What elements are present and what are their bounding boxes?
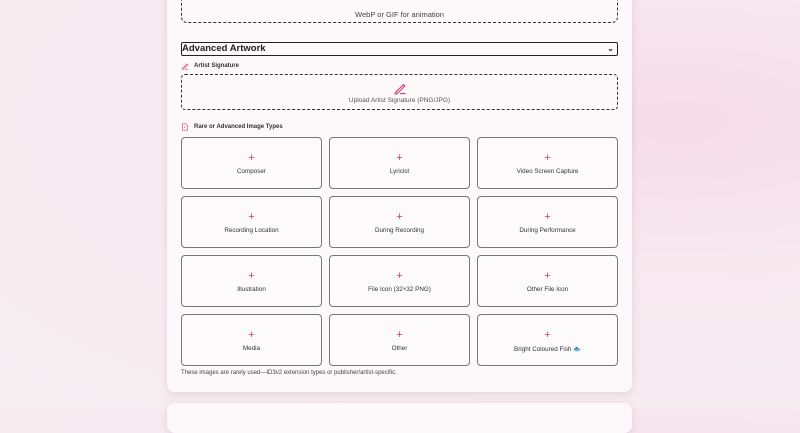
tile-label: Lyricist — [389, 168, 410, 175]
image-type-tile[interactable]: + Other — [329, 314, 470, 366]
tile-label: Composer — [236, 168, 267, 175]
plus-icon: + — [396, 211, 403, 223]
chevron-down-icon: ⌄ — [607, 44, 614, 53]
image-type-tile[interactable]: + During Recording — [329, 196, 470, 248]
rare-types-note: These images are rarely used—ID3v2 exten… — [181, 370, 397, 376]
plus-icon: + — [396, 152, 403, 164]
file-image-icon — [182, 123, 188, 131]
plus-icon: + — [396, 329, 403, 341]
artwork-dropzone[interactable]: WebP or GIF for animation — [181, 0, 618, 23]
artwork-card: WebP or GIF for animation Advanced Artwo… — [167, 0, 632, 392]
tile-label: Video Screen Capture — [516, 168, 579, 175]
tile-label: Other — [391, 345, 408, 352]
advanced-artwork-toggle[interactable]: Advanced Artwork ⌄ — [181, 42, 618, 56]
tile-label: Illustration — [237, 286, 266, 293]
signature-dropzone[interactable]: Upload Artist Signature (PNG/JPG) — [181, 74, 618, 110]
plus-icon: + — [248, 152, 255, 164]
rare-image-types-label: Rare or Advanced Image Types — [181, 123, 283, 131]
image-type-tile[interactable]: + Recording Location — [181, 196, 322, 248]
plus-icon: + — [248, 329, 255, 341]
plus-icon: + — [544, 270, 551, 282]
image-type-tile[interactable]: + Bright Coloured Fish 🐟 — [477, 314, 618, 366]
image-type-tile[interactable]: + Composer — [181, 137, 322, 189]
plus-icon: + — [396, 270, 403, 282]
tile-label: During Performance — [519, 227, 576, 234]
image-type-tile[interactable]: + Other File Icon — [477, 255, 618, 307]
pen-icon — [393, 83, 406, 95]
plus-icon: + — [248, 270, 255, 282]
image-type-tile[interactable]: + File Icon (32×32 PNG) — [329, 255, 470, 307]
plus-icon: + — [544, 152, 551, 164]
image-type-tile[interactable]: + Lyricist — [329, 137, 470, 189]
dropzone-hint: WebP or GIF for animation — [355, 10, 444, 19]
image-type-grid: + Composer + Lyricist + Video Screen Capture +… — [181, 137, 618, 366]
tile-label: During Recording — [374, 227, 424, 234]
pen-icon — [181, 63, 189, 70]
artist-signature-label: Artist Signature — [181, 62, 239, 70]
plus-icon: + — [544, 329, 551, 341]
tile-label: Media — [242, 345, 261, 352]
image-type-tile[interactable]: + During Performance — [477, 196, 618, 248]
tile-label: Other File Icon — [526, 286, 569, 293]
image-type-tile[interactable]: + Media — [181, 314, 322, 366]
tile-label: File Icon (32×32 PNG) — [368, 286, 431, 293]
signature-upload-label: Upload Artist Signature (PNG/JPG) — [348, 97, 451, 104]
section-title: Advanced Artwork — [182, 43, 266, 54]
tile-label: Recording Location — [224, 227, 279, 234]
plus-icon: + — [544, 211, 551, 223]
tile-label: Bright Coloured Fish 🐟 — [514, 346, 581, 353]
plus-icon: + — [248, 211, 255, 223]
image-type-tile[interactable]: + Video Screen Capture — [477, 137, 618, 189]
image-type-tile[interactable]: + Illustration — [181, 255, 322, 307]
